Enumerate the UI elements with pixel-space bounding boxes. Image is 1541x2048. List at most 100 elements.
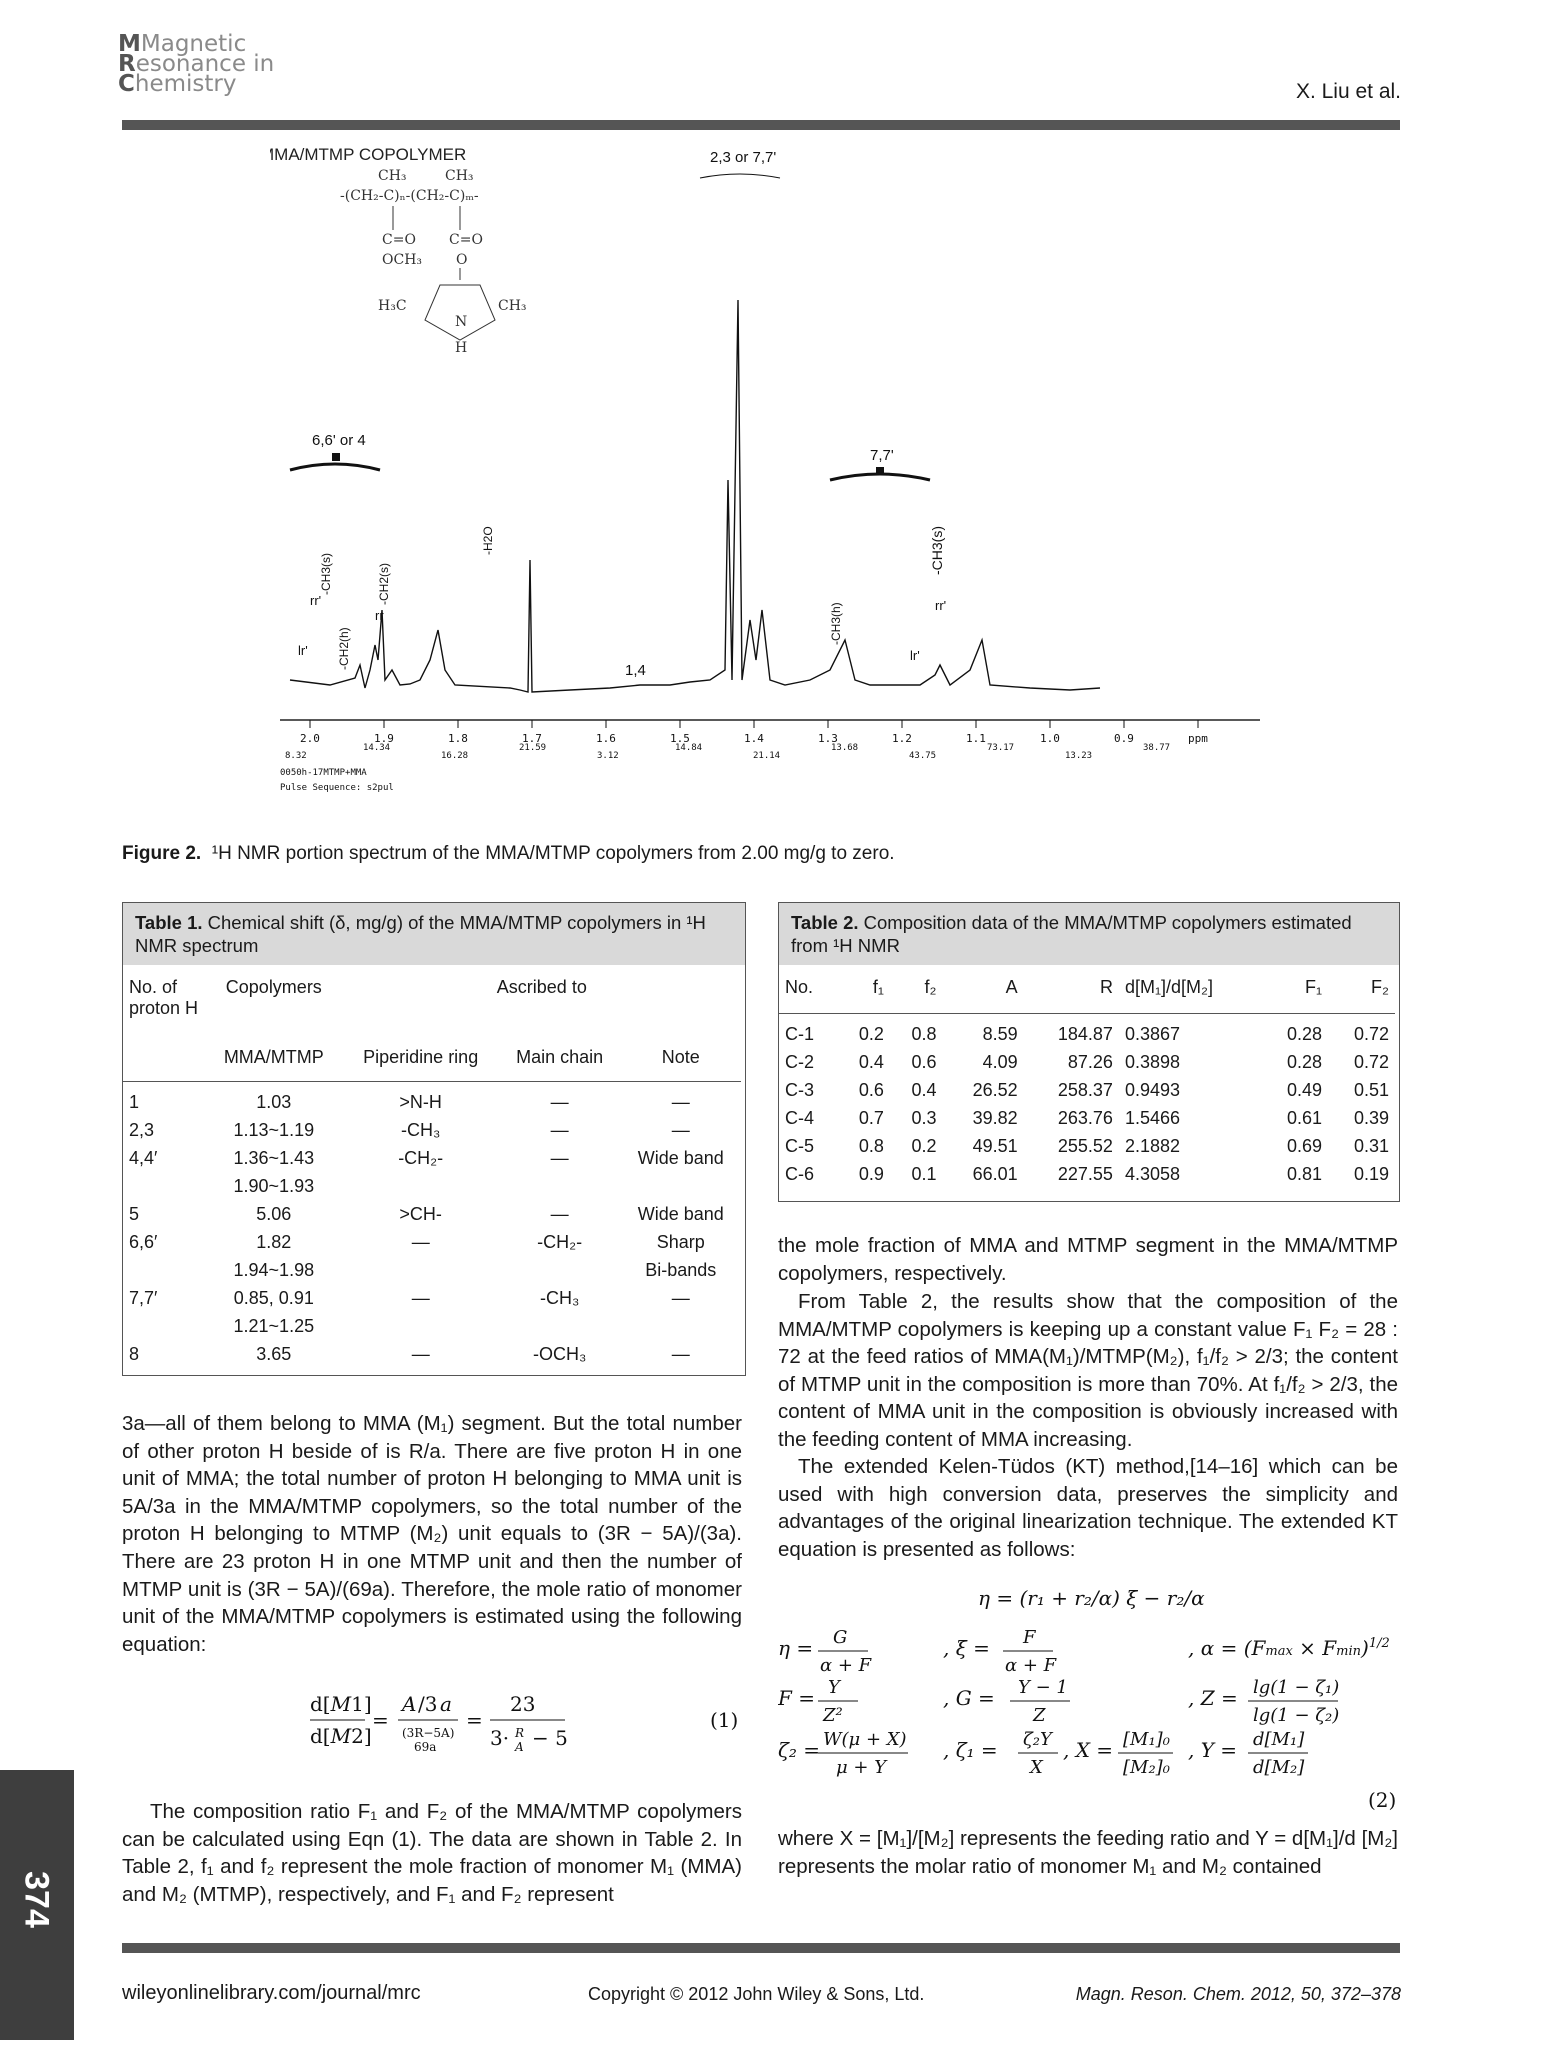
svg-text:ζ₂Y: ζ₂Y [1023, 1729, 1054, 1750]
table-cell: 1.94~1.98 [233, 1260, 315, 1280]
table-cell: -CH₂- [398, 1148, 444, 1168]
table-row: 1 1.03 >N-H — — [123, 1082, 741, 1121]
table-cell: 0.9493 [1124, 1080, 1180, 1100]
table-cell: 0.8 [858, 1136, 884, 1156]
right-paragraph-2: From Table 2, the results show that the … [778, 1290, 1398, 1451]
svg-text:d[M1]: d[M1] [310, 1692, 372, 1716]
table-header-cell: F₂ [1371, 977, 1389, 997]
svg-text:-CH2(s): -CH2(s) [377, 563, 391, 605]
svg-text:2,3 or 7,7': 2,3 or 7,7' [710, 149, 776, 166]
svg-text:a: a [440, 1692, 452, 1716]
svg-text:C=O: C=O [449, 232, 483, 248]
table-cell: 0.3 [911, 1108, 937, 1128]
integral-value: 21.14 [753, 751, 780, 761]
table-cell: 5 [129, 1204, 140, 1224]
integral-value: 16.28 [441, 751, 468, 761]
integral-value: 13.68 [831, 743, 858, 753]
table-1-title: Table 1. Chemical shift (δ, mg/g) of the… [123, 903, 745, 965]
svg-text:1,4: 1,4 [625, 662, 646, 679]
footer-url[interactable]: wileyonlinelibrary.com/journal/mrc [122, 1982, 421, 2004]
table-cell: 1.03 [256, 1092, 292, 1112]
axis-tick-label: ppm [1188, 732, 1208, 745]
table-cell: 263.76 [1057, 1108, 1113, 1128]
table-cell [123, 1316, 205, 1344]
table-cell: C-6 [785, 1164, 815, 1184]
table-cell: Wide band [637, 1204, 724, 1224]
svg-text:-CH3(s): -CH3(s) [319, 553, 333, 595]
table-row: C-4 0.7 0.3 39.82 263.76 1.5466 0.61 0.39 [779, 1108, 1395, 1136]
table-cell: >N-H [399, 1092, 442, 1112]
table-cell: C-4 [785, 1108, 815, 1128]
table-row: 1.90~1.93 [123, 1176, 741, 1204]
table-cell: 6,6′ [129, 1232, 158, 1252]
left-paragraph-2: The composition ratio F₁ and F₂ of the M… [122, 1800, 742, 1906]
svg-text:[M₁]₀: [M₁]₀ [1123, 1729, 1170, 1750]
table-cell [499, 1176, 621, 1204]
caption-text: ¹H NMR portion spectrum of the MMA/MTMP … [211, 843, 895, 864]
table-cell: Bi-bands [645, 1260, 717, 1280]
axis-tick-label: 1.6 [596, 732, 616, 745]
table-cell: 0.3898 [1124, 1052, 1180, 1072]
table-cell: 0.28 [1287, 1052, 1323, 1072]
svg-text:6,6' or 4: 6,6' or 4 [312, 432, 366, 449]
right-paragraph-3: The extended Kelen-Tüdos (KT) method,[14… [778, 1455, 1398, 1561]
header-rule [122, 120, 1400, 130]
table-cell: 49.51 [972, 1136, 1018, 1156]
table-cell: — [550, 1092, 569, 1112]
table-cell: 258.37 [1057, 1080, 1113, 1100]
footer-rule [122, 1943, 1400, 1953]
table-cell: 1.13~1.19 [233, 1120, 315, 1140]
table-cell: 4,4′ [129, 1148, 158, 1168]
table-cell: 7,7′ [129, 1288, 158, 1308]
svg-text:d[M₁]: d[M₁] [1253, 1729, 1305, 1750]
table-cell: -CH₂- [537, 1232, 583, 1252]
table-cell [343, 1316, 499, 1344]
table-cell: 39.82 [972, 1108, 1018, 1128]
table-cell: 0.61 [1287, 1108, 1323, 1128]
svg-text:(3R−5A): (3R−5A) [402, 1726, 454, 1740]
table-cell: 0.72 [1353, 1052, 1389, 1072]
table-cell: 0.7 [858, 1108, 884, 1128]
svg-text:F: F [1022, 1627, 1037, 1648]
table-cell: 2.1882 [1124, 1136, 1180, 1156]
integral-value: 43.75 [909, 751, 936, 761]
equation-1-label: (1) [710, 1708, 738, 1732]
right-paragraph-4: where X = [M₁]/[M₂] represents the feedi… [778, 1827, 1398, 1878]
svg-text:α + F: α + F [820, 1655, 873, 1676]
svg-text:α + F: α + F [1005, 1655, 1058, 1676]
table-2: Table 2. Composition data of the MMA/MTM… [778, 902, 1400, 1202]
table-row: 1.21~1.25 [123, 1316, 741, 1344]
svg-text:/3: /3 [418, 1692, 437, 1716]
svg-text:lr': lr' [298, 643, 308, 658]
table-row: C-6 0.9 0.1 66.01 227.55 4.3058 0.81 0.19 [779, 1164, 1395, 1192]
table-row: C-5 0.8 0.2 49.51 255.52 2.1882 0.69 0.31 [779, 1136, 1395, 1164]
table-header-cell: f₂ [924, 977, 937, 997]
svg-text:η =: η = [778, 1636, 813, 1660]
svg-text:− 5: − 5 [532, 1726, 568, 1750]
table-cell: 8 [129, 1344, 140, 1364]
integral-value: 14.34 [363, 743, 390, 753]
table-cell: 5.06 [256, 1204, 292, 1224]
table-cell: 0.2 [911, 1136, 937, 1156]
table-cell: 255.52 [1057, 1136, 1113, 1156]
table-cell: — [671, 1092, 690, 1112]
svg-text:[M₂]₀: [M₂]₀ [1123, 1757, 1170, 1778]
table-row: 5 5.06 >CH- — Wide band [123, 1204, 741, 1232]
table-cell: Sharp [656, 1232, 705, 1252]
figure-caption: Figure 2. ¹H NMR portion spectrum of the… [122, 843, 895, 865]
svg-text:rr: rr [375, 608, 384, 623]
equation-2-label: (2) [1368, 1788, 1396, 1812]
caption-label: Figure 2. [122, 843, 202, 864]
logo-line-3: hemistry [134, 71, 237, 97]
axis-tick-label: 2.0 [300, 732, 320, 745]
table-cell: -OCH₃ [532, 1344, 587, 1364]
table-cell: — [550, 1148, 569, 1168]
svg-text:lg(1 − ζ₁): lg(1 − ζ₁) [1253, 1677, 1339, 1698]
table-cell [123, 1176, 205, 1204]
svg-text:F =: F = [778, 1686, 815, 1710]
svg-text:, α = (Fmax × Fmin)1/2: , α = (Fmax × Fmin)1/2 [1188, 1636, 1390, 1660]
integral-value: 21.59 [519, 743, 546, 753]
svg-text:, G =: , G = [943, 1686, 995, 1710]
integral-value: 3.12 [597, 751, 619, 761]
peak-annotations: 2,3 or 7,7' 6,6' or 4 7,7' 1,4 rr' rr lr… [289, 149, 946, 679]
